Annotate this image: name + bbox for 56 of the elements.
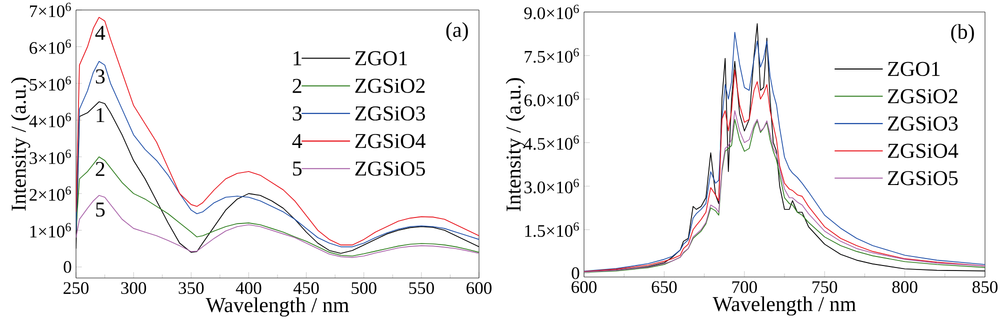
y-tick-label: 6.0×10$^{6}$ bbox=[524, 92, 579, 106]
x-axis-title: Wavelength / nm bbox=[206, 297, 349, 317]
x-tick-label: 850 bbox=[972, 281, 998, 293]
annotation: (a) bbox=[446, 22, 468, 42]
x-tick-label: 650 bbox=[652, 281, 677, 293]
annotation: 3 bbox=[96, 69, 105, 84]
x-tick-label: 450 bbox=[293, 282, 319, 294]
y-axis-title: Intensity / (a.u.) bbox=[10, 78, 30, 211]
annotation: 4 bbox=[292, 134, 302, 148]
y-tick-label: 6×10$^{6}$ bbox=[30, 39, 71, 54]
x-tick-label: 750 bbox=[812, 281, 838, 293]
annotation: 5 bbox=[293, 162, 302, 176]
x-tick-label: 300 bbox=[121, 282, 146, 294]
x-tick-label: 600 bbox=[466, 282, 492, 294]
y-tick-label: 9.0×10$^{6}$ bbox=[524, 4, 579, 20]
y-tick-label: 3×10$^{6}$ bbox=[30, 150, 71, 164]
legend-label: ZGSiO4 bbox=[355, 134, 426, 148]
legend-label: ZGSiO3 bbox=[355, 106, 425, 121]
legend-label: ZGSiO2 bbox=[355, 78, 425, 93]
annotation: 1 bbox=[96, 108, 104, 122]
y-tick-label: 5×10$^{6}$ bbox=[30, 76, 71, 91]
y-tick-label: 4.5×10$^{6}$ bbox=[524, 135, 579, 150]
annotation: 2 bbox=[96, 162, 104, 176]
y-tick-label: 7×10$^{6}$ bbox=[30, 2, 71, 18]
legend-label: ZGSiO3 bbox=[888, 116, 958, 131]
legend-label: ZGSiO5 bbox=[888, 171, 958, 186]
y-tick-label: 1×10$^{6}$ bbox=[30, 223, 71, 238]
x-tick-label: 550 bbox=[409, 282, 434, 294]
legend-label: ZGSiO4 bbox=[888, 144, 958, 158]
y-tick-label: 1.5×10$^{6}$ bbox=[525, 222, 579, 237]
x-tick-label: 700 bbox=[732, 281, 757, 293]
annotation: 4 bbox=[95, 26, 106, 40]
y-axis-title: Intensity / (a.u.) bbox=[506, 78, 526, 212]
annotation: 3 bbox=[292, 106, 302, 121]
annotation: (b) bbox=[951, 24, 974, 44]
legend-label: ZGSiO2 bbox=[888, 89, 958, 104]
y-tick-label: 4×10$^{6}$ bbox=[29, 112, 71, 128]
y-tick-label: 3.0×10$^{6}$ bbox=[524, 178, 579, 194]
y-tick-label: 7.5×10$^{6}$ bbox=[524, 48, 579, 63]
legend-label: ZGSiO5 bbox=[355, 162, 425, 176]
x-tick-label: 400 bbox=[236, 282, 262, 294]
legend-label: ZGO1 bbox=[355, 51, 407, 66]
y-tick-label: 0 bbox=[572, 267, 580, 280]
x-tick-label: 250 bbox=[64, 282, 89, 294]
x-tick-label: 350 bbox=[178, 282, 204, 294]
x-tick-label: 800 bbox=[892, 281, 918, 293]
annotation: 5 bbox=[96, 202, 105, 217]
x-tick-label: 600 bbox=[572, 281, 597, 293]
legend-label: ZGO1 bbox=[888, 62, 940, 76]
line-series bbox=[76, 156, 480, 256]
x-tick-label: 500 bbox=[352, 282, 376, 294]
annotation: 2 bbox=[292, 78, 302, 93]
y-tick-label: 2×10$^{6}$ bbox=[30, 186, 71, 201]
y-tick-label: 0 bbox=[64, 261, 72, 273]
annotation: 1 bbox=[294, 51, 302, 66]
x-axis-title: Wavelength / nm bbox=[712, 296, 856, 316]
